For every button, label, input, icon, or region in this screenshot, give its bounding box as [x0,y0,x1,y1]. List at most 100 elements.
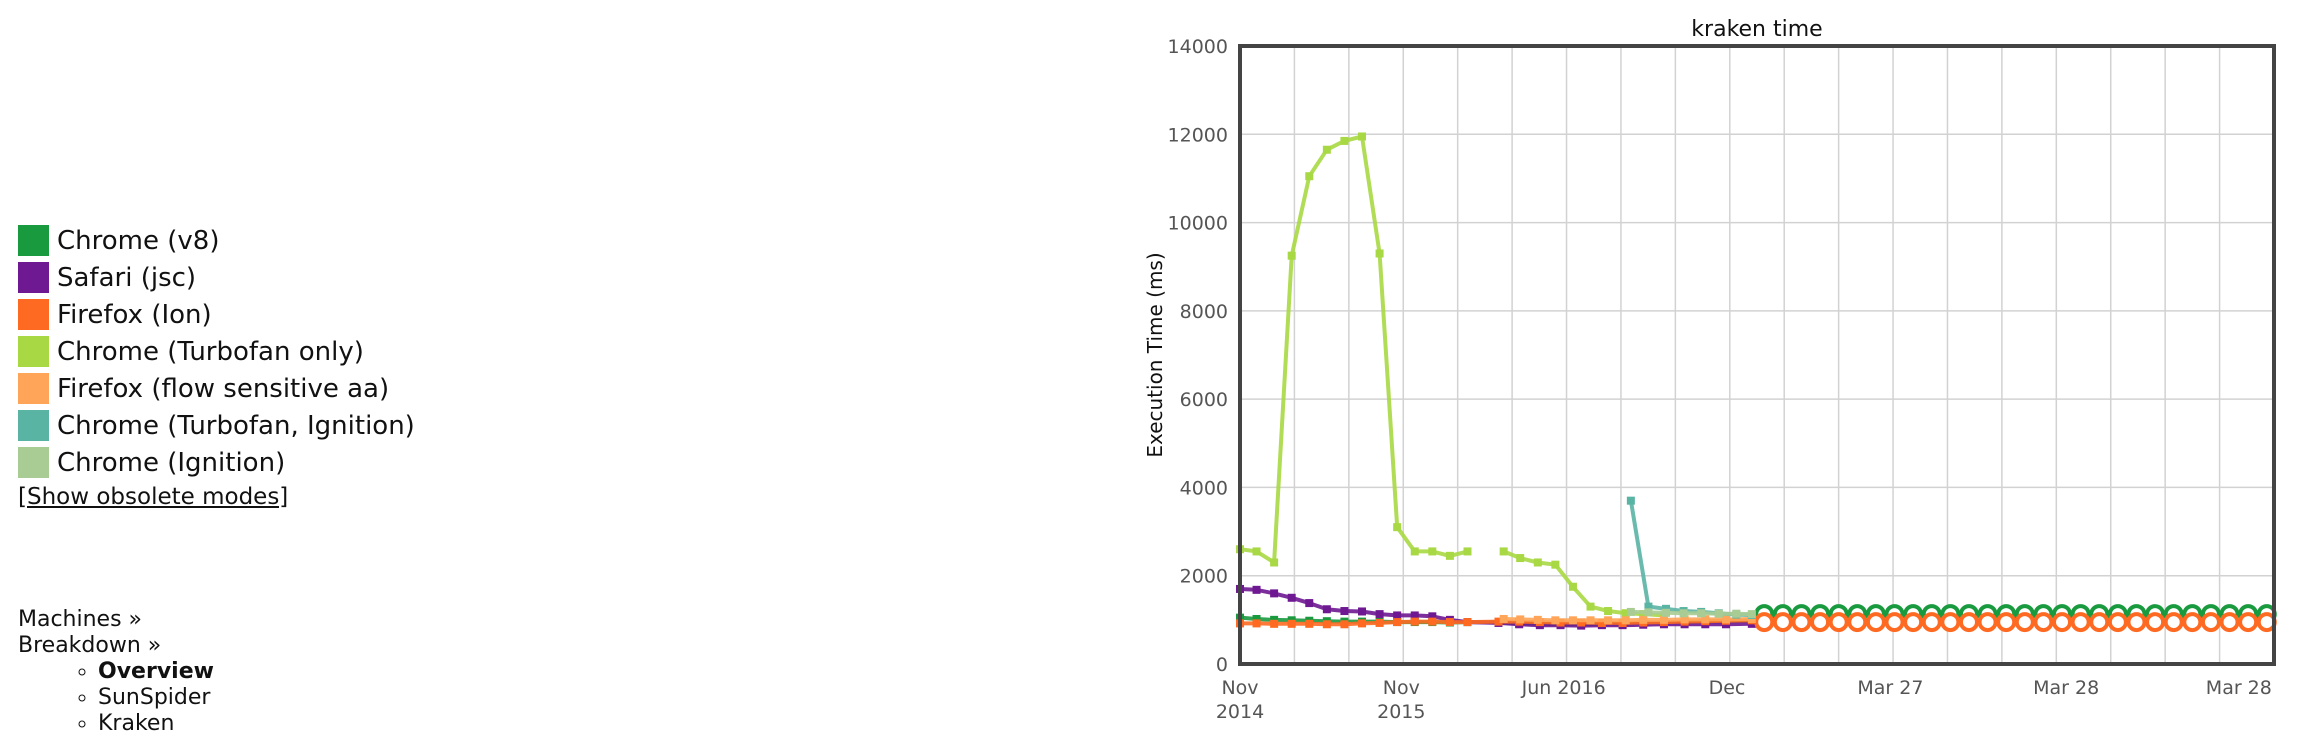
series-point [1252,619,1261,628]
series-point [1358,607,1367,616]
legend-item[interactable]: Firefox (flow sensitive aa) [18,370,415,407]
series-point [1533,615,1542,624]
series-point [1865,612,1886,633]
series-point [2052,612,2073,633]
series-point [1305,619,1314,628]
series-point [2219,612,2240,633]
series-point [1940,612,1961,633]
legend-swatch [18,447,49,478]
series-point [1644,602,1653,611]
series-point [1884,612,1905,633]
y-tick-labels: 0 2000 4000 6000 8000 10000 12000 14000 [1168,36,1228,676]
grid-lines [1240,45,2274,665]
series-point [1516,615,1525,624]
series-point [1428,547,1437,556]
legend-item[interactable]: Safari (jsc) [18,259,415,296]
series-point [1732,609,1741,618]
series-point [2070,612,2091,633]
legend-item[interactable]: Chrome (Turbofan only) [18,333,415,370]
y-tick-label: 10000 [1168,213,1228,235]
series-point [1721,615,1730,624]
series-layer [1236,132,2277,633]
legend-label: Chrome (Ignition) [57,447,286,478]
y-tick-label: 12000 [1168,124,1228,146]
legend-label: Chrome (v8) [57,225,220,256]
series-point [2145,612,2166,633]
x-tick-label: Dec [1709,677,1746,699]
legend-swatch [18,225,49,256]
y-tick-label: 4000 [1180,477,1228,499]
series-point [1586,602,1595,611]
series-point [1322,605,1331,614]
series-point [1445,551,1454,560]
legend-item[interactable]: Chrome (Turbofan, Ignition) [18,407,415,444]
series-point [1463,618,1472,627]
series-point [1494,617,1503,626]
series-point [1621,609,1630,618]
x-tick-label: Nov [1383,677,1420,699]
series-point [2033,612,2054,633]
x-tick-label: 2015 [1377,701,1425,723]
series-point [1270,558,1279,567]
series-line [1628,500,1752,617]
series-point [1393,523,1402,532]
series-point [1252,547,1261,556]
series-point [2182,612,2203,633]
x-tick-label: Mar 27 [1857,677,1923,699]
series-point [1659,615,1668,624]
legend-item[interactable]: Chrome (Ignition) [18,444,415,481]
x-tick-label: Mar 28 [2206,677,2272,699]
series-point [2238,612,2259,633]
series-point [2089,612,2110,633]
series-point [1697,609,1706,618]
y-axis-title: Execution Time (ms) [1143,252,1167,457]
series-point [1621,616,1630,625]
chart-title: kraken time [1691,17,1822,42]
series-point [1996,612,2017,633]
legend-label: Firefox (flow sensitive aa) [57,373,390,404]
legend-item[interactable]: Chrome (v8) [18,222,415,259]
series-point [1791,612,1812,633]
breakdown-item-sunspider[interactable]: SunSpider [98,685,214,711]
series-point [1375,249,1384,258]
series-point [1772,612,1793,633]
y-tick-label: 14000 [1168,36,1228,58]
series-point [1977,612,1998,633]
series-point [1597,618,1606,627]
series-point [1577,618,1586,627]
breakdown-item-overview[interactable]: Overview [98,659,214,685]
series-point [1410,611,1419,620]
legend: Chrome (v8) Safari (jsc) Firefox (Ion) Chro… [18,222,415,481]
series-point [1393,611,1402,620]
series-point [1714,609,1723,618]
breakdown-item-kraken[interactable]: Kraken [98,711,214,737]
series-point [1828,612,1849,633]
series-line [1239,134,1468,565]
x-tick-label: Mar 28 [2033,677,2099,699]
series-point [1340,607,1349,616]
series-point [1463,547,1472,556]
show-obsolete-modes-link[interactable]: [Show obsolete modes] [18,484,289,510]
series-point [1679,609,1688,618]
series-point [1287,619,1296,628]
legend-swatch [18,262,49,293]
legend-item[interactable]: Firefox (Ion) [18,296,415,333]
series-point [1701,615,1710,624]
y-tick-label: 2000 [1180,566,1228,588]
series-point [2163,612,2184,633]
series-point [1626,496,1635,505]
series-point [1428,612,1437,621]
y-tick-label: 0 [1216,654,1228,676]
machines-link[interactable]: Machines » [18,607,143,632]
series-point [1270,589,1279,598]
series-point [1252,585,1261,594]
legend-label: Chrome (Turbofan, Ignition) [57,410,415,441]
breakdown-link[interactable]: Breakdown » [18,633,162,658]
series-point [1626,607,1635,616]
series-point [1410,547,1419,556]
series-point [1499,614,1508,623]
series-point [1551,560,1560,569]
series-point [1921,612,1942,633]
series-point [1747,610,1756,619]
